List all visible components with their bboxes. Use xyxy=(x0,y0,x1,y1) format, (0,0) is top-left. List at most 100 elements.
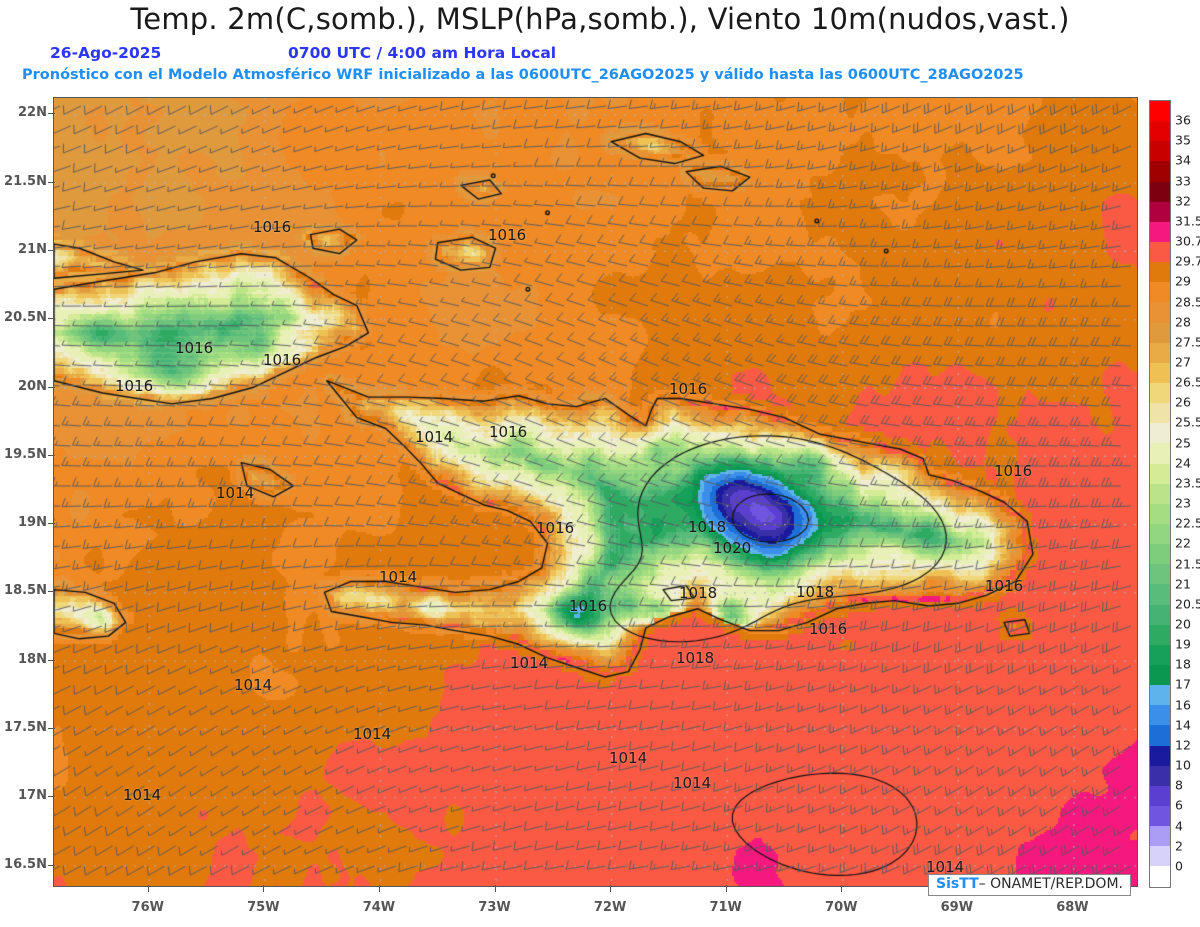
colorbar-tick-labels: 36 35 34 33 32 31.5 30.7 29.7 29 28.5 28 27.5 27 26.5… xyxy=(1175,100,1200,890)
lon-tick-mark xyxy=(841,885,843,892)
lat-tick-label: 20N xyxy=(18,378,47,394)
colorbar-swatch xyxy=(1150,664,1170,686)
colorbar-swatch xyxy=(1150,161,1170,182)
colorbar-tick-label: 34 xyxy=(1175,152,1191,168)
colorbar-swatch xyxy=(1150,423,1170,444)
lat-tick-label: 17.5N xyxy=(4,719,47,735)
model-description: Pronóstico con el Modelo Atmosférico WRF… xyxy=(22,67,1024,83)
colorbar-swatch xyxy=(1150,342,1170,363)
lat-tick-mark xyxy=(48,523,55,525)
colorbar-swatch xyxy=(1150,181,1170,202)
isobar-label: 1018 xyxy=(676,649,715,667)
colorbar-tick-label: 22.5 xyxy=(1175,515,1200,531)
credit-separator: – xyxy=(978,876,986,892)
lat-tick-label: 16.5N xyxy=(4,856,47,872)
isobar-label: 1016 xyxy=(488,226,527,244)
isobar-label: 1016 xyxy=(175,339,214,357)
colorbar-swatch xyxy=(1150,544,1170,565)
lat-tick-mark xyxy=(48,864,55,866)
colorbar-tick-label: 36 xyxy=(1175,112,1191,128)
colorbar-tick-label: 4 xyxy=(1175,818,1183,834)
subtitle-row: 26-Ago-2025 0700 UTC / 4:00 am Hora Loca… xyxy=(0,44,1200,64)
colorbar-swatch xyxy=(1150,624,1170,645)
lon-tick-label: 68W xyxy=(1056,900,1089,915)
map-plot-area[interactable]: 1016 1016 1016 1016 1016 1016 1014 1016 1016 1014… xyxy=(53,97,1138,887)
credit-agency: ONAMET/REP.DOM. xyxy=(990,876,1123,892)
isobar-label: 1016 xyxy=(569,597,608,615)
colorbar-tick-label: 21.5 xyxy=(1175,556,1200,572)
isobar-label: 1016 xyxy=(985,577,1024,595)
colorbar-swatch xyxy=(1150,403,1170,424)
attribution-box: SisTT– ONAMET/REP.DOM. xyxy=(928,874,1131,896)
colorbar-swatch xyxy=(1150,644,1170,665)
colorbar-swatch xyxy=(1150,262,1170,283)
colorbar-tick-label: 28.5 xyxy=(1175,294,1200,310)
lat-tick-label: 18N xyxy=(18,651,47,667)
colorbar-tick-label: 27.5 xyxy=(1175,334,1200,350)
colorbar-tick-label: 20.5 xyxy=(1175,596,1200,612)
colorbar-swatch xyxy=(1150,302,1170,323)
colorbar-swatch xyxy=(1150,846,1170,867)
isobar-label: 1014 xyxy=(353,725,392,743)
isobar-label: 1016 xyxy=(263,351,302,369)
lat-tick-mark xyxy=(48,727,55,729)
isobar-label: 1014 xyxy=(609,749,648,767)
lat-tick-label: 22N xyxy=(18,105,47,121)
lon-tick-label: 70W xyxy=(825,900,858,915)
colorbar xyxy=(1149,100,1171,888)
lon-tick-label: 74W xyxy=(362,900,396,915)
colorbar-tick-label: 33 xyxy=(1175,173,1191,189)
lon-tick-label: 73W xyxy=(478,900,511,915)
colorbar-swatch xyxy=(1150,564,1170,585)
lat-tick-mark xyxy=(48,318,55,320)
isobar-label: 1014 xyxy=(415,428,454,446)
colorbar-swatch xyxy=(1150,604,1170,625)
colorbar-tick-label: 6 xyxy=(1175,797,1183,813)
colorbar-swatch xyxy=(1150,463,1170,484)
colorbar-swatch xyxy=(1150,362,1170,383)
isobar-label: 1018 xyxy=(688,518,727,536)
lon-tick-label: 71W xyxy=(709,900,742,915)
lat-tick-label: 21.5N xyxy=(4,173,47,189)
colorbar-tick-label: 26 xyxy=(1175,394,1191,410)
lat-tick-label: 19N xyxy=(18,515,47,531)
lon-tick-mark xyxy=(263,885,265,892)
isobar-label: 1014 xyxy=(926,858,965,876)
colorbar-swatch xyxy=(1150,201,1170,222)
isobar-label: 1016 xyxy=(669,380,708,398)
lon-tick-label: 76W xyxy=(131,900,164,915)
isobar-label: 1016 xyxy=(994,462,1033,480)
lat-tick-label: 17N xyxy=(18,788,47,804)
isobar-label: 1014 xyxy=(510,654,549,672)
colorbar-swatch xyxy=(1150,785,1170,806)
colorbar-swatch xyxy=(1150,685,1170,706)
colorbar-tick-label: 10 xyxy=(1175,757,1191,773)
lat-tick-mark xyxy=(48,249,55,251)
isobar-label: 1016 xyxy=(489,423,528,441)
forecast-date: 26-Ago-2025 xyxy=(50,44,162,62)
sistt-logo: SisTT xyxy=(936,876,979,892)
colorbar-swatch xyxy=(1150,141,1170,162)
page-title: Temp. 2m(C,somb.), MSLP(hPa,somb.), Vien… xyxy=(130,2,1070,36)
lat-tick-label: 20.5N xyxy=(4,310,47,326)
colorbar-tick-label: 19 xyxy=(1175,636,1191,652)
isobar-label: 1014 xyxy=(379,568,418,586)
colorbar-swatch xyxy=(1150,866,1170,887)
isobar-label: 1014 xyxy=(123,786,162,804)
colorbar-tick-label: 20 xyxy=(1175,616,1191,632)
colorbar-tick-label: 8 xyxy=(1175,777,1183,793)
lat-tick-mark xyxy=(48,591,55,593)
colorbar-tick-label: 23 xyxy=(1175,495,1191,511)
isobar-label: 1016 xyxy=(115,377,154,395)
isobar-label: 1016 xyxy=(536,519,575,537)
colorbar-swatch xyxy=(1150,503,1170,524)
colorbar-tick-label: 30.7 xyxy=(1175,233,1200,249)
isobar-label: 1018 xyxy=(796,583,835,601)
lon-tick-mark xyxy=(378,885,380,892)
isobar-label: 1020 xyxy=(713,539,752,557)
colorbar-tick-label: 0 xyxy=(1175,858,1183,874)
map-canvas xyxy=(54,98,1137,886)
colorbar-tick-label: 12 xyxy=(1175,737,1191,753)
colorbar-tick-label: 28 xyxy=(1175,314,1191,330)
colorbar-swatch xyxy=(1150,705,1170,726)
